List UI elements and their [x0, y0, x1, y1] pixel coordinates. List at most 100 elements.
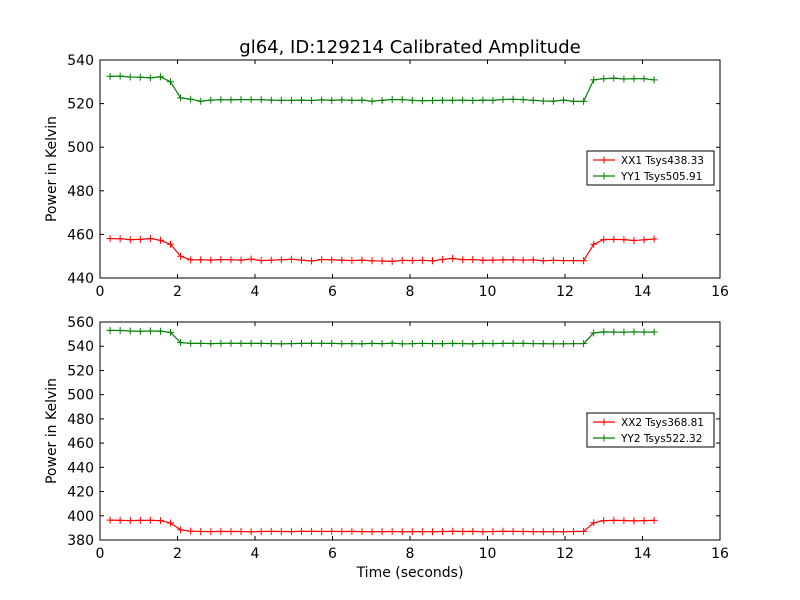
data-point — [580, 527, 588, 535]
x-tick-label: 0 — [96, 546, 105, 562]
data-point — [167, 519, 175, 527]
data-point — [398, 528, 406, 536]
data-point — [378, 96, 386, 104]
x-tick-label: 12 — [556, 546, 574, 562]
data-point — [126, 517, 134, 525]
data-point — [610, 328, 618, 336]
series-yy — [106, 326, 658, 348]
data-point — [449, 254, 457, 262]
x-tick-label: 8 — [406, 546, 415, 562]
data-point — [207, 96, 215, 104]
data-point — [106, 235, 114, 243]
data-point — [328, 256, 336, 264]
data-point — [479, 96, 487, 104]
data-point — [207, 256, 215, 264]
data-point — [469, 255, 477, 263]
data-point — [308, 527, 316, 535]
data-point — [499, 256, 507, 264]
data-point — [338, 256, 346, 264]
data-point — [570, 340, 578, 348]
legend-marker — [600, 418, 608, 426]
data-point — [237, 528, 245, 536]
data-point — [328, 96, 336, 104]
data-point — [187, 95, 195, 103]
y-tick-label: 460 — [67, 436, 94, 452]
data-point — [197, 256, 205, 264]
data-point — [308, 97, 316, 105]
legend: XX2 Tsys368.81 YY2 Tsys522.32 — [586, 412, 715, 448]
y-tick-label: 480 — [67, 412, 94, 428]
data-point — [348, 340, 356, 348]
data-point — [368, 97, 376, 105]
data-point — [428, 528, 436, 536]
data-point — [368, 528, 376, 536]
data-point — [146, 516, 154, 524]
data-point — [559, 528, 567, 536]
data-point — [358, 96, 366, 104]
data-point — [580, 257, 588, 265]
data-point — [156, 517, 164, 525]
data-point — [277, 340, 285, 348]
data-point — [519, 256, 527, 264]
data-point — [509, 95, 517, 103]
data-point — [257, 257, 265, 265]
x-tick-label: 2 — [173, 546, 182, 562]
data-point — [439, 528, 447, 536]
data-point — [368, 339, 376, 347]
data-point — [499, 95, 507, 103]
data-point — [620, 75, 628, 83]
data-point — [398, 96, 406, 104]
data-point — [308, 339, 316, 347]
y-tick-label: 540 — [67, 339, 94, 355]
data-point — [287, 528, 295, 536]
y-tick-label: 520 — [67, 97, 94, 113]
x-tick-label: 14 — [634, 284, 652, 300]
data-point — [650, 235, 658, 243]
data-point — [559, 257, 567, 265]
data-point — [509, 339, 517, 347]
data-point — [459, 340, 467, 348]
data-point — [519, 96, 527, 104]
data-point — [298, 256, 305, 264]
data-point — [156, 327, 164, 335]
data-point — [136, 235, 144, 243]
data-point — [136, 73, 144, 81]
data-point — [439, 96, 447, 104]
data-point — [116, 72, 124, 80]
data-point — [640, 75, 648, 83]
y-tick-label: 440 — [67, 460, 94, 476]
y-tick-label: 500 — [67, 388, 94, 404]
data-point — [630, 75, 638, 83]
series-xx — [106, 516, 658, 536]
data-point — [167, 78, 175, 86]
data-point — [146, 327, 154, 335]
data-point — [348, 96, 356, 104]
y-tick-label: 380 — [67, 533, 94, 549]
x-tick-label: 10 — [479, 546, 497, 562]
data-point — [479, 528, 487, 536]
data-point — [418, 97, 426, 105]
data-point — [116, 235, 124, 243]
data-point — [388, 339, 396, 347]
data-point — [580, 97, 588, 105]
y-tick-label: 440 — [67, 271, 94, 287]
x-tick-label: 12 — [556, 284, 574, 300]
data-point — [388, 257, 396, 265]
x-tick-label: 6 — [328, 546, 337, 562]
data-point — [177, 94, 185, 102]
data-point — [600, 328, 608, 336]
data-point — [620, 517, 628, 525]
data-point — [187, 256, 195, 264]
y-tick-label: 540 — [67, 53, 94, 69]
data-point — [338, 528, 346, 536]
data-point — [388, 528, 396, 536]
data-point — [650, 76, 658, 84]
data-point — [267, 256, 275, 264]
data-point — [479, 256, 487, 264]
data-point — [469, 527, 477, 535]
data-point — [197, 339, 205, 347]
data-point — [348, 257, 356, 265]
legend-box — [586, 412, 715, 448]
data-point — [559, 96, 567, 104]
series-xx — [106, 235, 658, 265]
